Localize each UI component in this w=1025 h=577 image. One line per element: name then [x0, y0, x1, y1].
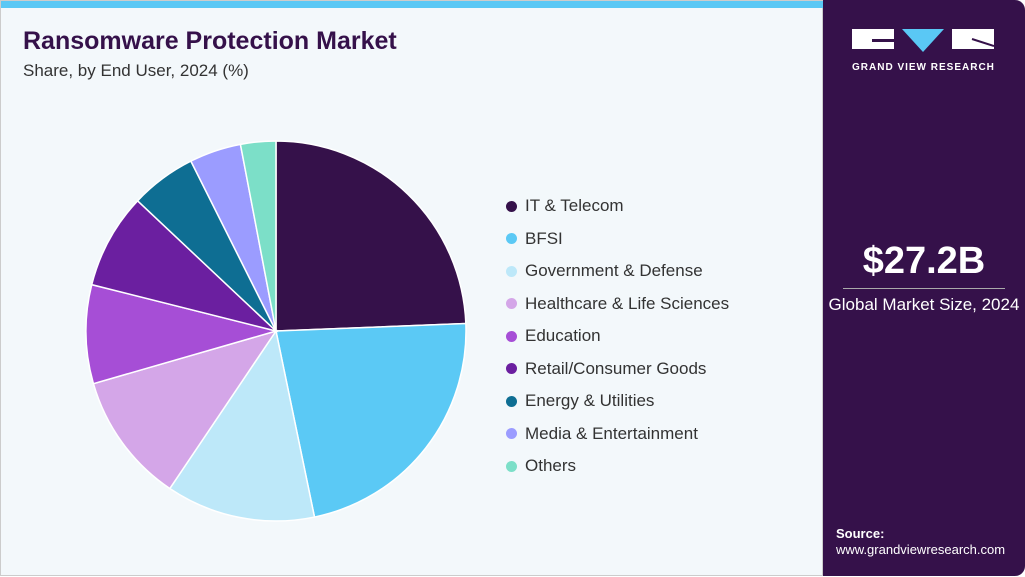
- legend-label: Media & Entertainment: [525, 423, 698, 443]
- pie-slice-healthcare-life-sciences: [92, 329, 278, 490]
- chart-title: Ransomware Protection Market: [23, 27, 397, 55]
- pie-slice-others: [239, 140, 277, 332]
- pie-chart: [85, 140, 467, 522]
- accent-bar: [1, 1, 824, 8]
- pie-slice-government-defense: [168, 329, 316, 522]
- legend-item: Media & Entertainment: [506, 418, 729, 451]
- legend-label: Others: [525, 456, 577, 476]
- market-size-label: Global Market Size, 2024: [828, 295, 1020, 314]
- legend-label: IT & Telecom: [525, 196, 624, 216]
- legend-swatch: [506, 460, 517, 472]
- legend-item: Energy & Utilities: [506, 385, 729, 418]
- pie-slice-it-telecom: [275, 140, 467, 332]
- legend-item: Education: [506, 320, 729, 353]
- legend-item: Government & Defense: [506, 255, 729, 288]
- legend-swatch: [506, 428, 517, 440]
- legend-label: Healthcare & Life Sciences: [525, 293, 730, 313]
- legend-item: Retail/Consumer Goods: [506, 353, 729, 386]
- legend-swatch: [506, 298, 517, 310]
- legend-swatch: [506, 200, 517, 212]
- pie-slice-bfsi: [275, 322, 467, 518]
- brand-name: GRAND VIEW RESEARCH: [852, 62, 995, 73]
- legend-item: IT & Telecom: [506, 190, 729, 223]
- legend-label: BFSI: [525, 228, 563, 248]
- pie-slice-retail-consumer-goods: [90, 199, 279, 333]
- grand-view-research-logo: [852, 29, 994, 52]
- legend: IT & Telecom BFSI Government & Defense Heal…: [506, 190, 729, 483]
- chart-panel: Ransomware Protection Market Share, by E…: [0, 0, 824, 576]
- pie-slice-education: [85, 283, 279, 385]
- source-url[interactable]: www.grandviewresearch.com: [836, 542, 1006, 557]
- legend-label: Retail/Consumer Goods: [525, 358, 707, 378]
- legend-item: Healthcare & Life Sciences: [506, 288, 729, 321]
- legend-swatch: [506, 330, 517, 342]
- legend-swatch: [506, 233, 517, 245]
- legend-label: Education: [525, 326, 601, 346]
- divider: [843, 288, 1005, 289]
- legend-label: Government & Defense: [525, 261, 703, 281]
- legend-label: Energy & Utilities: [525, 391, 655, 411]
- source-label: Source:: [836, 526, 885, 541]
- legend-item: BFSI: [506, 223, 729, 256]
- legend-item: Others: [506, 450, 729, 483]
- market-size-value: $27.2B: [862, 240, 986, 282]
- legend-swatch: [506, 363, 517, 375]
- chart-subtitle: Share, by End User, 2024 (%): [23, 61, 249, 80]
- legend-swatch: [506, 395, 517, 407]
- legend-swatch: [506, 265, 517, 277]
